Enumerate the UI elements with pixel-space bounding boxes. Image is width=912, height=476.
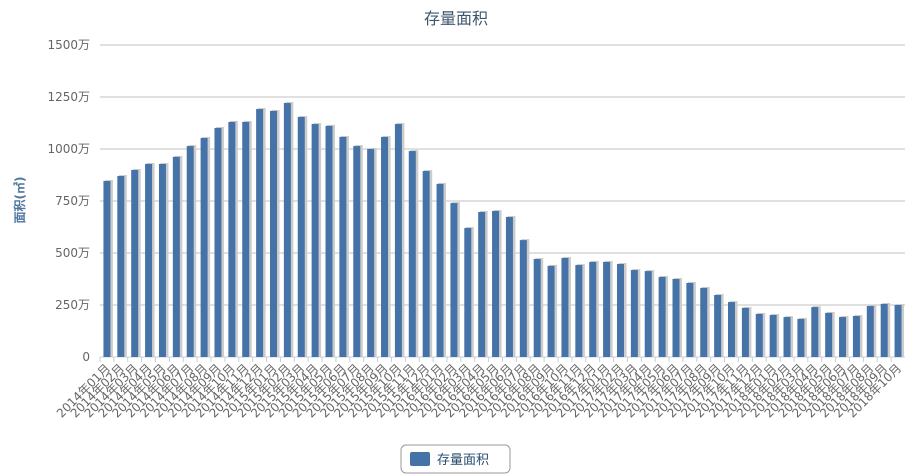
bar: [228, 121, 236, 358]
bar: [450, 203, 458, 357]
bar: [797, 318, 805, 357]
bar: [297, 116, 305, 357]
bar: [353, 146, 361, 357]
y-tick-label: 1250万: [47, 90, 90, 104]
bar: [880, 303, 888, 357]
bar: [658, 276, 666, 357]
bar: [714, 295, 722, 357]
legend-box: [400, 444, 511, 474]
bar: [700, 287, 708, 357]
bar: [686, 282, 694, 357]
bar: [533, 259, 541, 357]
bar: [769, 314, 777, 357]
bar: [811, 307, 819, 357]
bar: [311, 124, 319, 357]
bar: [547, 265, 555, 357]
y-tick-label: 500万: [55, 246, 90, 260]
bar: [630, 270, 638, 357]
y-tick-label: 0: [82, 350, 90, 364]
bar: [519, 240, 527, 357]
bar: [145, 163, 153, 357]
y-tick-label: 1500万: [47, 38, 90, 52]
bar: [561, 257, 569, 357]
bar: [381, 136, 389, 357]
bar: [755, 313, 763, 357]
bar: [283, 103, 291, 357]
bar: [103, 181, 111, 357]
bar: [825, 312, 833, 357]
y-tick-label: 1000万: [47, 142, 90, 156]
bar: [894, 305, 902, 357]
bar: [214, 127, 222, 357]
bar: [200, 137, 208, 357]
chart-title: 存量面积: [424, 9, 488, 28]
bar: [394, 124, 402, 357]
bar: [464, 228, 472, 357]
y-tick-label: 750万: [55, 194, 90, 208]
bar: [492, 210, 500, 357]
bar: [728, 302, 736, 357]
bar: [172, 156, 180, 357]
bar: [741, 307, 749, 357]
bar: [408, 151, 416, 357]
bar: [436, 183, 444, 357]
bar: [603, 261, 611, 357]
bar: [158, 163, 166, 357]
bar: [256, 109, 264, 358]
bar: [672, 279, 680, 357]
bar: [117, 176, 125, 357]
y-tick-label: 250万: [55, 298, 90, 312]
bar: [644, 271, 652, 357]
bar: [589, 261, 597, 357]
bar: [478, 212, 486, 357]
bar: [783, 317, 791, 357]
legend-swatch: [410, 452, 430, 466]
bar: [131, 170, 139, 357]
bar: [367, 149, 375, 357]
bar: [422, 171, 430, 357]
bar: [505, 217, 513, 357]
bar: [575, 265, 583, 357]
y-axis-title: 面积(㎡): [12, 177, 27, 224]
bar: [852, 316, 860, 357]
bar: [325, 125, 333, 357]
bar: [339, 136, 347, 357]
bar: [186, 146, 194, 357]
legend-label: 存量面积: [437, 453, 489, 468]
bar: [242, 121, 250, 358]
bar: [866, 306, 874, 357]
bar: [839, 317, 847, 357]
bar: [616, 264, 624, 357]
bar: [269, 110, 277, 357]
